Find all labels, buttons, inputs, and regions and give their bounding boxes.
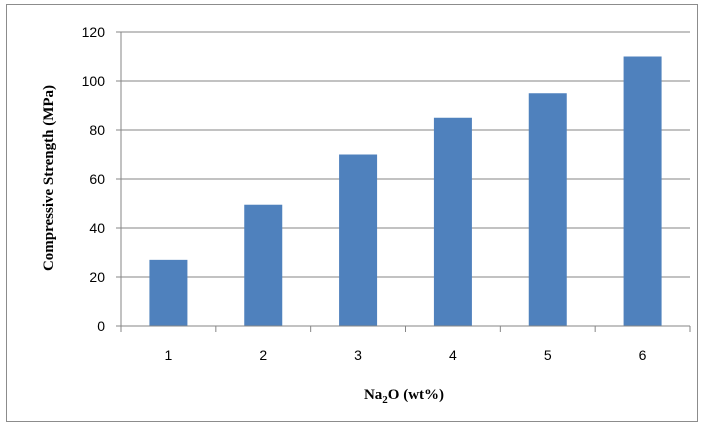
y-tick-labels: 0 20 40 60 80 100 120 xyxy=(82,24,106,334)
y-tick-label: 0 xyxy=(97,318,105,334)
axes xyxy=(116,31,691,332)
y-axis-title: Compressive Strength (MPa) xyxy=(41,85,57,271)
bar xyxy=(149,259,188,326)
gridlines xyxy=(121,31,690,278)
y-tick-label: 60 xyxy=(89,171,105,187)
y-tick-label: 20 xyxy=(89,269,105,285)
x-tick-label: 3 xyxy=(354,347,362,363)
x-axis-title: Na2O (wt%) xyxy=(364,387,444,406)
y-tick-label: 40 xyxy=(89,220,105,236)
bars xyxy=(149,56,662,326)
x-axis-title-subscript: 2 xyxy=(382,394,388,406)
x-axis-title-part-2: O (wt%) xyxy=(388,387,444,403)
x-tick-label: 2 xyxy=(259,347,267,363)
y-tick-label: 80 xyxy=(89,122,105,138)
x-tick-labels: 1 2 3 4 5 6 xyxy=(165,347,647,363)
bar xyxy=(433,117,472,326)
x-tick-label: 1 xyxy=(165,347,173,363)
x-tick-label: 4 xyxy=(449,347,457,363)
y-tick-label: 120 xyxy=(82,24,106,40)
bar xyxy=(244,204,283,326)
bar xyxy=(528,93,567,326)
y-tick-label: 100 xyxy=(82,73,106,89)
x-tick-label: 6 xyxy=(639,347,647,363)
bar xyxy=(339,154,378,326)
x-tick-label: 5 xyxy=(544,347,552,363)
x-axis-title-part-1: Na xyxy=(364,387,383,403)
bar xyxy=(623,56,662,326)
